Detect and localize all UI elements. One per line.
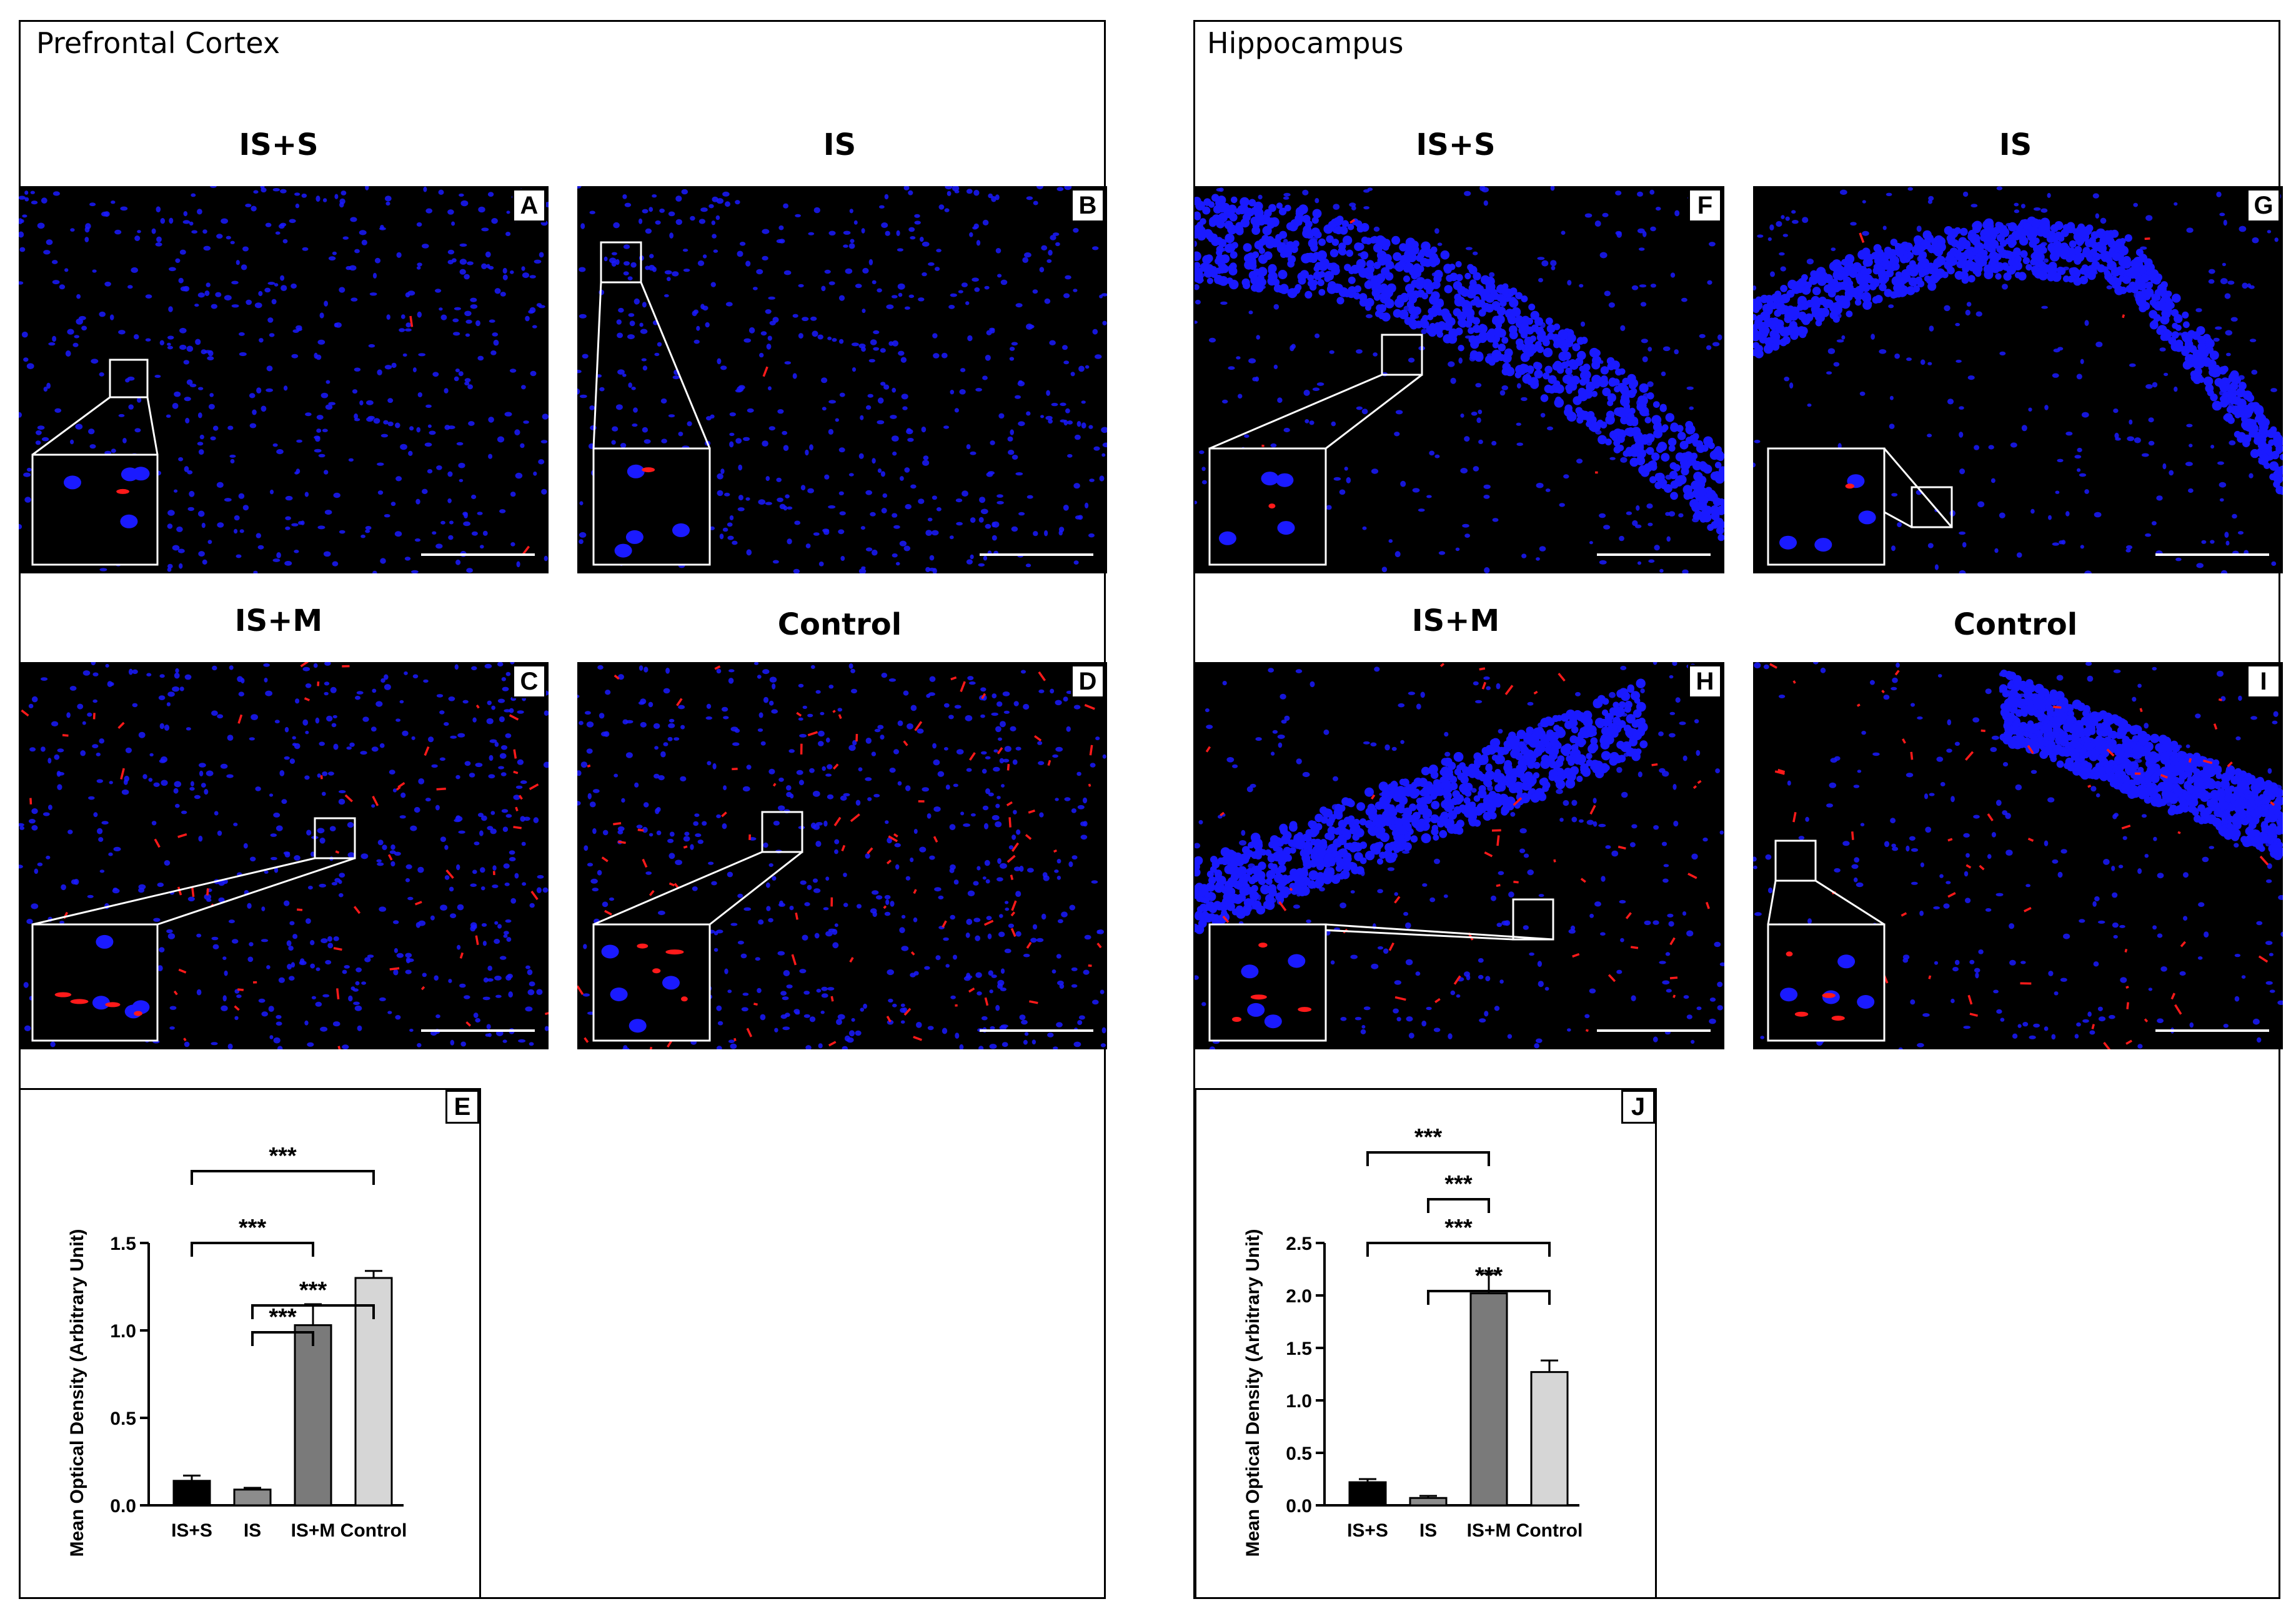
group-label-a: IS+S — [239, 127, 319, 162]
micrograph-image — [19, 186, 549, 573]
y-tick-label: 0.0 — [1286, 1496, 1312, 1517]
y-tick-label: 1.0 — [110, 1321, 136, 1342]
micrograph-image — [577, 186, 1107, 573]
panel-letter-c: C — [512, 665, 546, 698]
bar-chart: 0.0 0.5 1.0 1.5 2.0 2.5 IS+S IS IS+M Control Mean … — [1243, 1124, 1583, 1557]
micrograph-image — [19, 662, 549, 1049]
bar-is — [233, 1488, 272, 1507]
panel-letter-b: B — [1071, 189, 1105, 222]
panel-letter-f: F — [1688, 189, 1722, 222]
scale-bar — [980, 553, 1093, 556]
x-tick-label: IS+S — [1347, 1520, 1388, 1541]
panel-letter-j: J — [1621, 1090, 1655, 1124]
y-tick-label: 1.5 — [110, 1234, 136, 1254]
panel-letter-g: G — [2247, 189, 2280, 222]
hippocampus-title: Hippocampus — [1207, 26, 1404, 60]
group-label-d: Control — [777, 607, 902, 642]
significance-label: *** — [299, 1277, 327, 1304]
panel-letter-a: A — [512, 189, 546, 222]
significance-bracket — [1366, 1242, 1551, 1257]
x-tick-label: IS — [244, 1520, 261, 1541]
prefrontal-cortex-title: Prefrontal Cortex — [36, 26, 281, 60]
significance-bracket — [1427, 1198, 1490, 1213]
x-tick-label: Control — [340, 1520, 407, 1541]
chart-e-box: 0.0 0.5 1.0 1.5 IS+S IS IS+M Control Mean Optica… — [19, 1088, 481, 1599]
y-tick-label: 2.0 — [1286, 1286, 1312, 1307]
group-label-f: IS+S — [1416, 127, 1496, 162]
chart-j-box: 0.0 0.5 1.0 1.5 2.0 2.5 IS+S IS IS+M Control Mean … — [1195, 1088, 1657, 1599]
micrograph-image — [1753, 662, 2283, 1049]
scale-bar — [1597, 553, 1711, 556]
x-tick-label: Control — [1516, 1520, 1583, 1541]
significance-bracket — [251, 1331, 314, 1346]
micrograph-image — [1195, 662, 1724, 1049]
significance-label: *** — [269, 1304, 297, 1330]
bar-is-s — [1348, 1481, 1387, 1507]
panel-letter-h: H — [1688, 665, 1722, 698]
y-tick-label: 1.0 — [1286, 1391, 1312, 1412]
y-tick-label: 2.5 — [1286, 1234, 1312, 1254]
bar-is-s — [172, 1480, 211, 1507]
scale-bar — [2155, 1029, 2269, 1032]
group-label-c: IS+M — [234, 603, 323, 638]
panel-letter-e: E — [445, 1090, 479, 1124]
y-axis-label: Mean Optical Density (Arbitrary Unit) — [67, 1229, 87, 1557]
micrograph-i: I — [1753, 662, 2283, 1049]
group-label-h: IS+M — [1411, 603, 1500, 638]
micrograph-h: H — [1195, 662, 1724, 1049]
y-tick-label: 0.5 — [1286, 1443, 1312, 1464]
x-tick-label: IS — [1419, 1520, 1437, 1541]
scale-bar — [421, 553, 535, 556]
micrograph-image — [577, 662, 1107, 1049]
x-tick-label: IS+S — [171, 1520, 212, 1541]
panel-letter-i: I — [2247, 665, 2280, 698]
scale-bar — [2155, 553, 2269, 556]
significance-bracket — [1366, 1151, 1490, 1166]
bar-is — [1409, 1497, 1448, 1507]
significance-label: *** — [1475, 1263, 1503, 1289]
significance-bracket — [191, 1242, 314, 1257]
significance-label: *** — [1444, 1215, 1473, 1241]
micrograph-f: F — [1195, 186, 1724, 573]
x-tick-label: IS+M — [291, 1520, 335, 1541]
group-label-g: IS — [1999, 127, 2032, 162]
micrograph-c: C — [19, 662, 549, 1049]
significance-label: *** — [239, 1215, 267, 1241]
scale-bar — [1597, 1029, 1711, 1032]
significance-label: *** — [1414, 1124, 1443, 1151]
micrograph-d: D — [577, 662, 1107, 1049]
micrograph-g: G — [1753, 186, 2283, 573]
bar-chart: 0.0 0.5 1.0 1.5 IS+S IS IS+M Control Mean Optica… — [67, 1143, 407, 1557]
significance-bracket — [191, 1170, 375, 1185]
y-axis-label: Mean Optical Density (Arbitrary Unit) — [1243, 1229, 1263, 1557]
x-tick-label: IS+M — [1467, 1520, 1511, 1541]
y-tick-label: 1.5 — [1286, 1339, 1312, 1359]
group-label-i: Control — [1953, 607, 2078, 642]
significance-label: *** — [269, 1143, 297, 1169]
micrograph-image — [1195, 186, 1724, 573]
y-tick-label: 0.5 — [110, 1409, 136, 1429]
bar-is-m — [1469, 1292, 1508, 1507]
bar-is-m — [294, 1324, 332, 1507]
significance-bracket — [251, 1304, 375, 1319]
scale-bar — [980, 1029, 1093, 1032]
micrograph-a: A — [19, 186, 549, 573]
scale-bar — [421, 1029, 535, 1032]
bar-control — [1530, 1371, 1569, 1507]
significance-label: *** — [1444, 1171, 1473, 1197]
y-tick-label: 0.0 — [110, 1496, 136, 1517]
panel-letter-d: D — [1071, 665, 1105, 698]
group-label-b: IS — [823, 127, 857, 162]
micrograph-image — [1753, 186, 2283, 573]
micrograph-b: B — [577, 186, 1107, 573]
significance-bracket — [1427, 1290, 1551, 1305]
